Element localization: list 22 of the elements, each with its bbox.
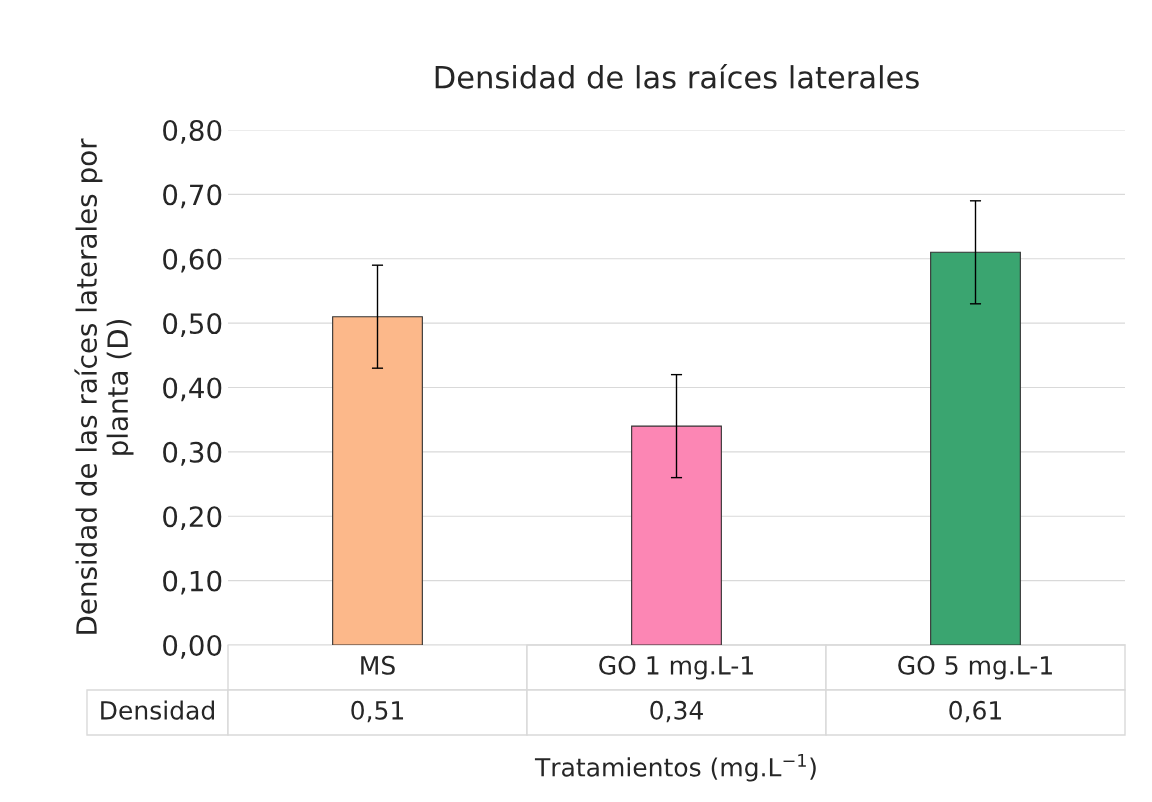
data-label: 0,34: [650, 700, 703, 723]
y-tick-label: 0,80: [163, 119, 222, 144]
x-axis-title: Tratamientos (mg.L$^{−1}$): [534, 754, 816, 782]
x-tick-label: GO 5 mg.L-1: [898, 655, 1052, 680]
y-tick-label: 0,20: [163, 506, 222, 531]
bar: [930, 251, 1021, 645]
y-tick-label: 0,30: [163, 441, 222, 466]
chart-title: Densidad de las raíces laterales: [435, 63, 919, 89]
x-tick-label: GO 1 mg.L-1: [599, 655, 753, 680]
bar: [631, 425, 722, 645]
x-tick-label: MS: [361, 655, 395, 675]
y-axis-title: Densidad de las raíces laterales por planta (D): [74, 138, 134, 634]
y-tick-label: 0,10: [163, 570, 222, 595]
y-tick-label: 0,00: [163, 634, 222, 659]
data-label: 0,61: [949, 700, 1002, 723]
y-tick-label: 0,60: [163, 248, 222, 273]
y-tick-label: 0,50: [163, 313, 222, 337]
y-tick-label: 0,70: [163, 184, 222, 209]
text: Densidad: [101, 700, 214, 720]
bar: [332, 316, 423, 645]
data-label: 0,51: [351, 700, 404, 723]
y-tick-label: 0,40: [163, 377, 222, 402]
